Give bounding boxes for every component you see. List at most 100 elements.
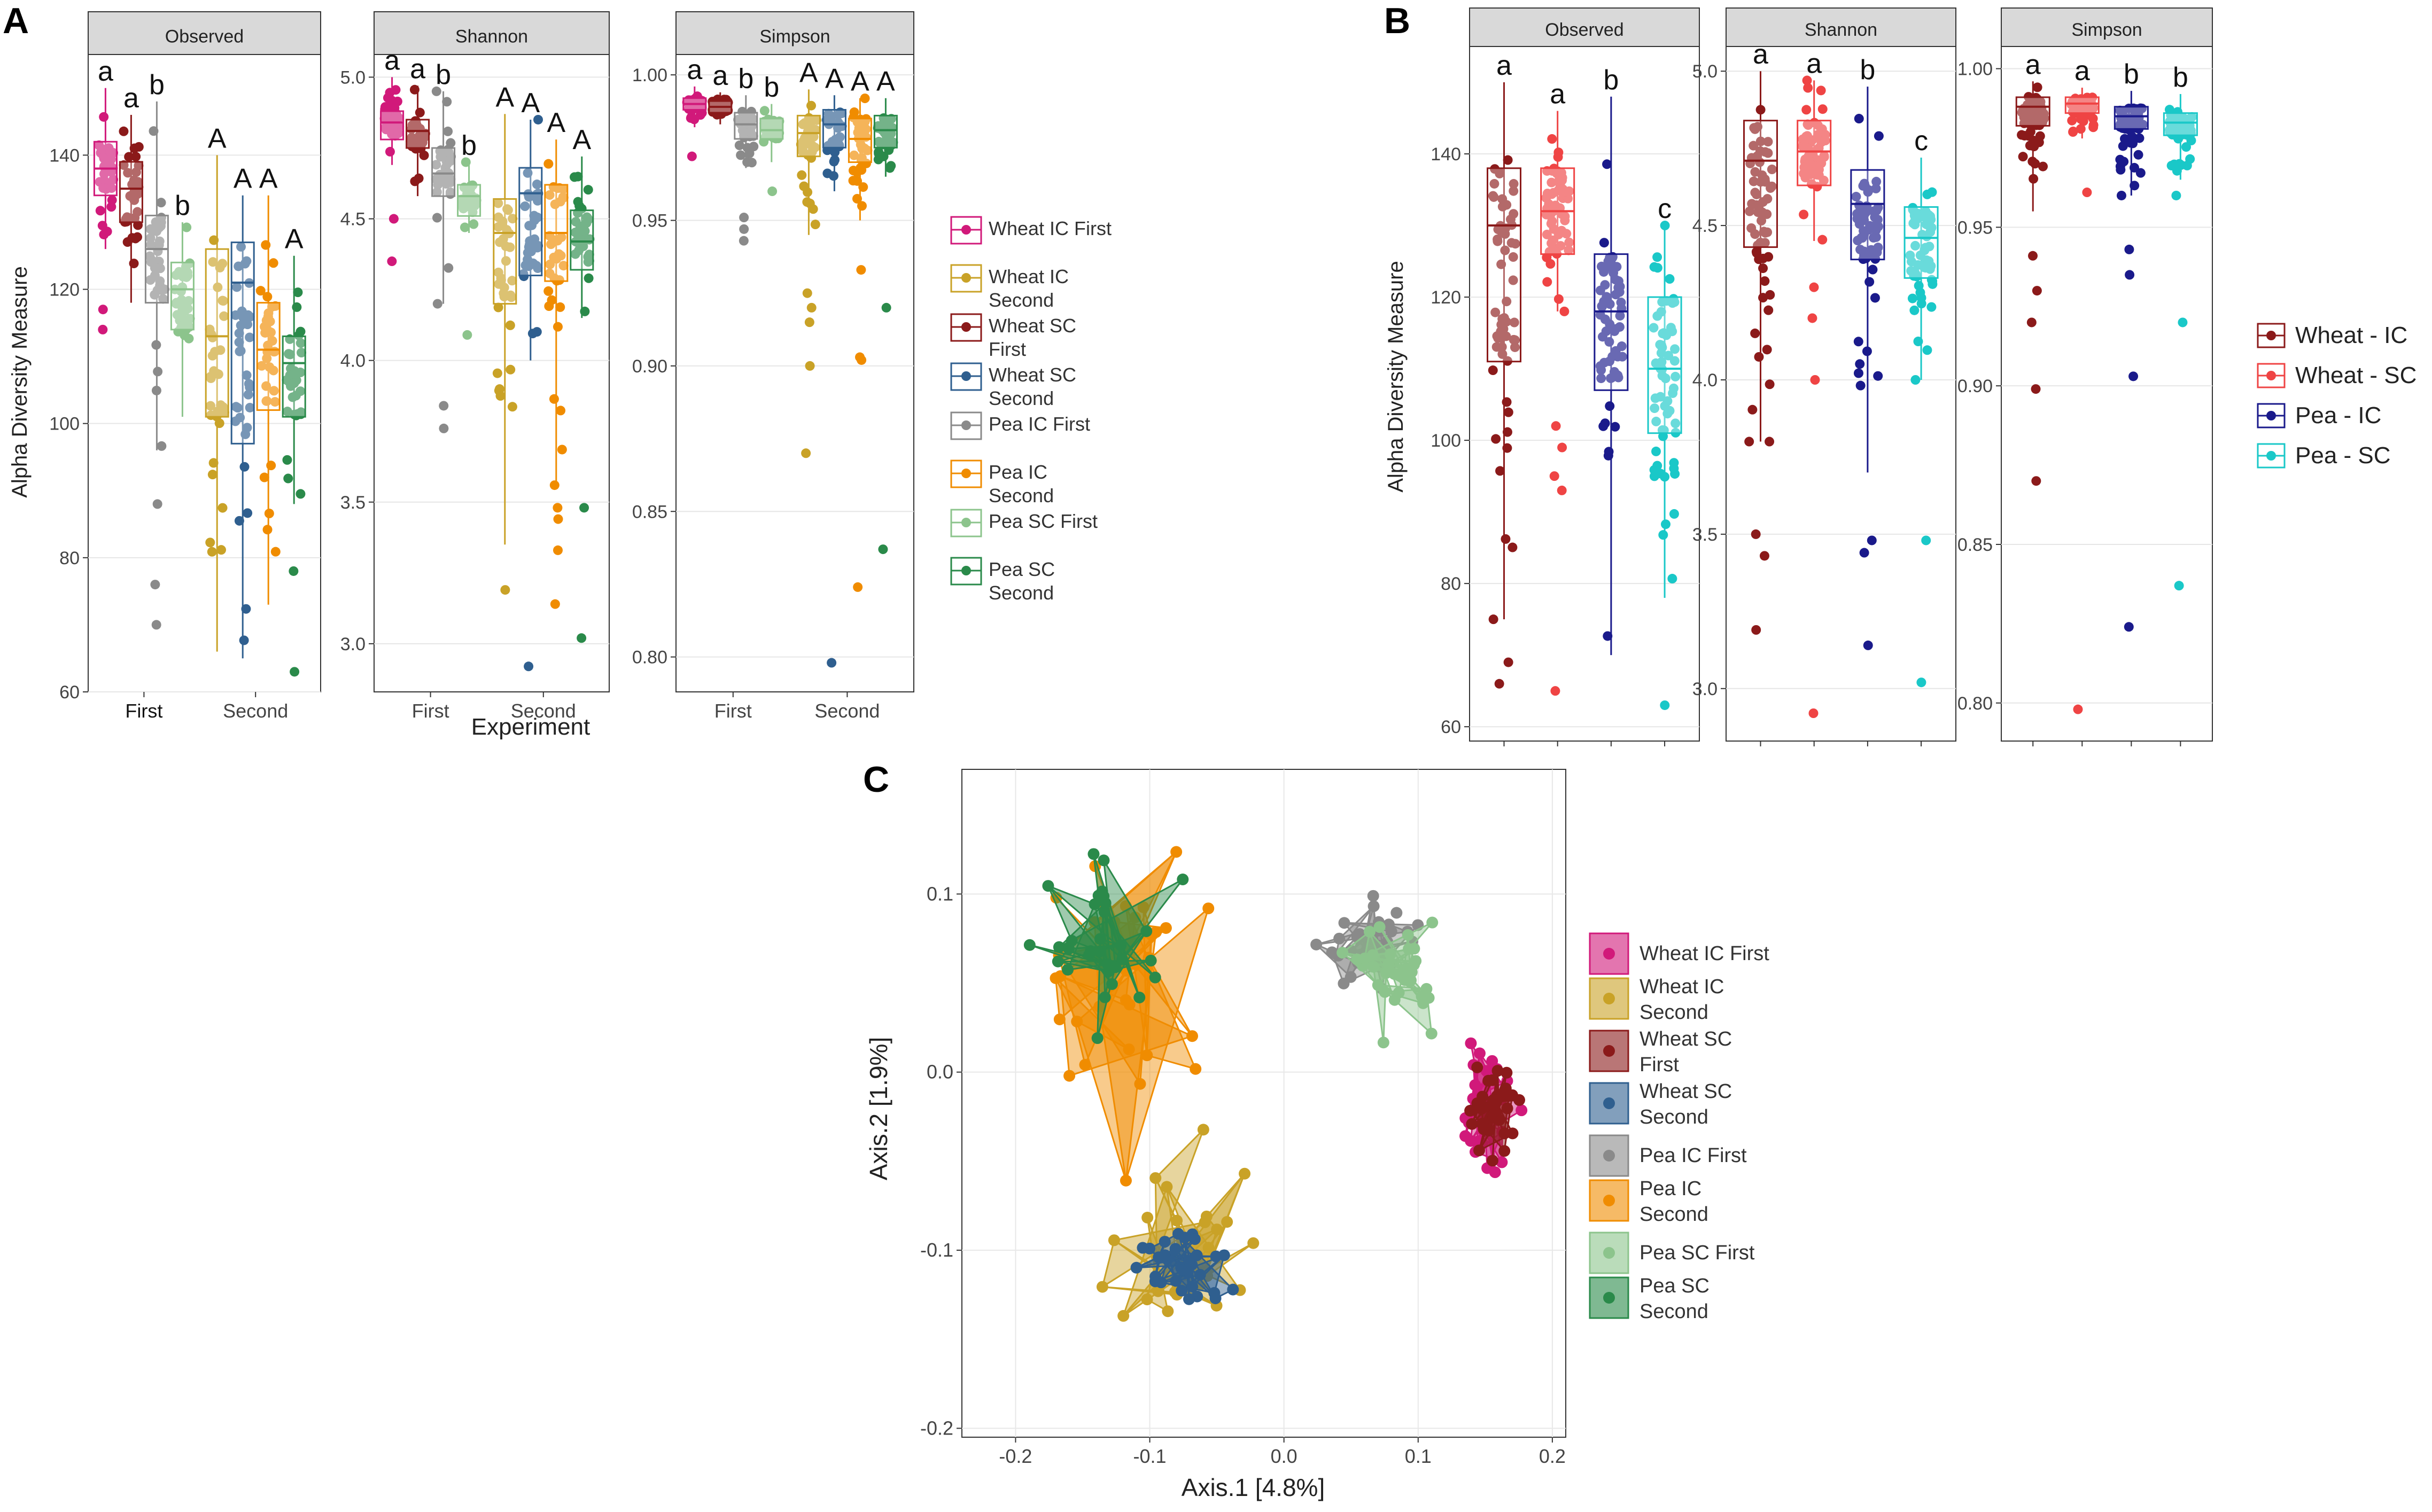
data-point: [499, 283, 509, 293]
data-point: [1496, 319, 1506, 330]
data-point: [432, 187, 442, 197]
legend-item: Wheat - SC: [2257, 362, 2417, 388]
data-point: [1801, 143, 1812, 153]
data-point: [849, 150, 859, 160]
data-point: [1907, 293, 1917, 303]
outlier-point: [1751, 529, 1761, 539]
data-point: [1746, 223, 1757, 233]
scatter-point: [1367, 900, 1380, 913]
data-point: [798, 145, 808, 155]
scatter-point: [1326, 946, 1338, 958]
data-point: [1750, 124, 1760, 134]
data-point: [242, 370, 252, 380]
box: [406, 119, 430, 149]
data-point: [498, 234, 508, 244]
scatter-point: [1170, 1275, 1182, 1287]
data-point: [1669, 356, 1680, 366]
data-point: [264, 509, 274, 519]
outlier-point: [1809, 282, 1819, 292]
data-point: [1660, 519, 1670, 529]
data-point: [1753, 207, 1763, 217]
y-tick-label: 5.0: [340, 67, 366, 88]
data-point: [857, 201, 867, 211]
data-point: [262, 292, 273, 302]
scatter-point: [1491, 1065, 1504, 1077]
scatter-point: [1247, 1237, 1260, 1249]
data-point: [2027, 157, 2038, 167]
data-point: [243, 389, 253, 400]
scatter-point: [1177, 1264, 1189, 1276]
data-point: [2185, 123, 2195, 133]
data-point: [1853, 368, 1863, 378]
data-point: [471, 195, 481, 205]
outlier-point: [857, 355, 867, 365]
outlier-point: [2073, 704, 2083, 714]
data-point: [106, 183, 116, 193]
data-point: [1658, 329, 1668, 339]
data-point: [2134, 133, 2144, 143]
box: [205, 248, 229, 418]
outlier-point: [98, 324, 108, 334]
data-point: [543, 286, 554, 296]
box: [230, 241, 255, 445]
data-point: [152, 226, 162, 236]
outlier-point: [805, 361, 815, 371]
data-point: [507, 276, 517, 286]
data-point: [543, 159, 554, 169]
scatter-point: [1129, 911, 1141, 924]
data-point: [580, 306, 590, 316]
data-point: [441, 179, 451, 189]
data-point: [97, 221, 107, 231]
data-point: [153, 367, 163, 377]
data-point: [525, 236, 535, 246]
data-point: [1497, 349, 1508, 359]
scatter-point: [1123, 1043, 1135, 1056]
data-point: [1910, 375, 1921, 385]
data-point: [1813, 120, 1823, 130]
scatter-point: [1053, 1013, 1066, 1025]
data-point: [1758, 263, 1768, 274]
data-point: [689, 114, 700, 124]
legend-key-point: [961, 322, 971, 332]
scatter-point: [1221, 1216, 1233, 1228]
outlier-point: [2125, 270, 2135, 280]
data-point: [1547, 134, 1557, 144]
data-point: [1755, 136, 1766, 146]
data-point: [2076, 124, 2086, 134]
box: [2163, 112, 2198, 136]
data-point: [1800, 173, 1811, 183]
significance-letter: A: [285, 224, 304, 255]
scatter-point: [1516, 1104, 1528, 1117]
data-point: [172, 310, 182, 320]
box: [457, 184, 481, 217]
scatter-point: [1496, 1156, 1508, 1168]
data-point: [1765, 379, 1775, 389]
data-point: [270, 397, 280, 407]
data-point: [1503, 407, 1513, 417]
data-point: [1762, 209, 1772, 219]
data-point: [432, 299, 442, 309]
scatter-point: [1465, 1037, 1477, 1049]
box: [1743, 120, 1778, 248]
outlier-point: [550, 599, 560, 609]
legend-label: Second: [989, 289, 1054, 311]
data-point: [262, 353, 272, 363]
data-point: [1922, 345, 1932, 355]
x-tick-label: 0.2: [1539, 1445, 1566, 1467]
data-point: [549, 480, 560, 490]
significance-letter: a: [2074, 56, 2090, 87]
data-point: [1660, 401, 1670, 411]
data-point: [151, 385, 161, 395]
data-point: [156, 198, 166, 208]
data-point: [860, 93, 870, 104]
scatter-point: [1402, 929, 1414, 941]
scatter-series: [1023, 848, 1189, 1045]
legend-label: Wheat IC First: [1640, 942, 1769, 965]
data-point: [1754, 352, 1764, 362]
outlier-point: [2026, 317, 2037, 328]
data-point: [1553, 147, 1564, 158]
data-point: [288, 379, 298, 389]
